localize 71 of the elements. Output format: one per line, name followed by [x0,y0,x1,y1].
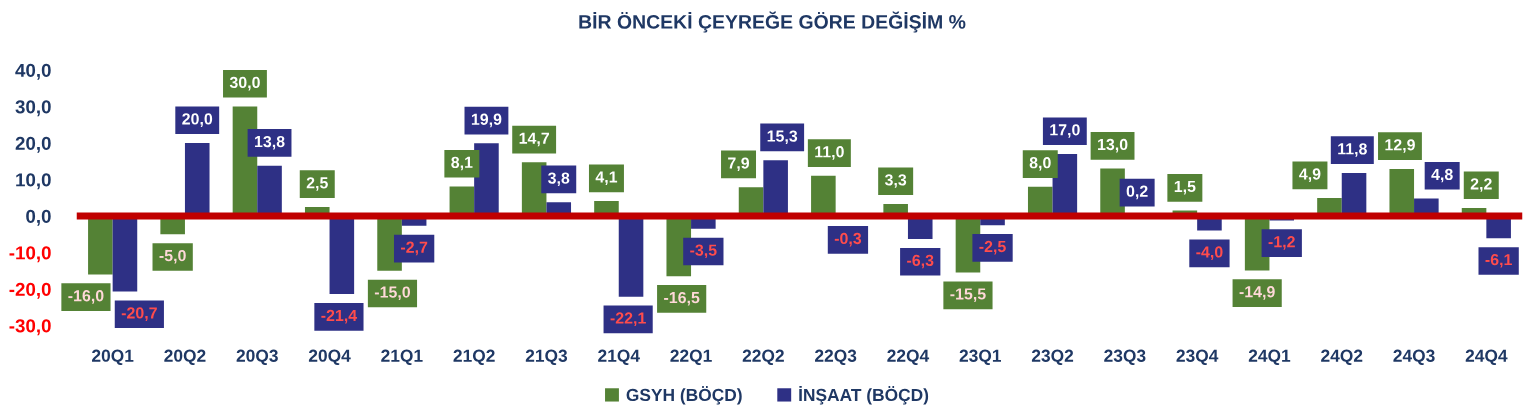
y-tick-label: -20,0 [9,282,51,299]
x-tick-label: 22Q3 [815,349,857,366]
y-tick-label: 0,0 [26,209,51,226]
data-label: 30,0 [229,76,260,91]
data-label: -0,3 [834,232,862,247]
y-tick-label: 10,0 [16,173,51,190]
data-label: -3,5 [690,244,717,259]
x-tick-label: 23Q1 [959,349,1001,366]
x-tick-label: 22Q1 [670,349,712,366]
data-label: 2,5 [306,177,328,191]
x-tick-label: 21Q3 [525,349,568,366]
x-tick-label: 23Q3 [1104,349,1146,366]
data-label: 4,8 [1431,168,1453,183]
x-tick-label: 21Q1 [381,349,423,366]
data-label: 2,2 [1470,178,1492,192]
data-label: 17,0 [1050,124,1080,138]
data-label: 11,8 [1338,143,1367,157]
legend-label: İNŞAAT (BÖÇD) [799,386,929,405]
x-tick-label: 23Q4 [1176,349,1219,366]
data-label: 4,9 [1299,168,1321,182]
data-label: -4,0 [1196,246,1223,260]
data-label: -1,2 [1268,236,1295,250]
legend-label: GSYH (BÖÇD) [626,386,742,405]
data-label: 13,0 [1098,138,1128,153]
data-label: -16,5 [664,291,700,306]
data-label: -2,7 [401,241,428,256]
x-tick-label: 22Q4 [887,349,930,366]
y-tick-label: 30,0 [15,100,51,117]
data-label: 11,0 [815,146,844,160]
data-label: 0,2 [1126,185,1148,200]
data-label: -16,0 [68,290,104,304]
data-label: 20,0 [182,113,213,127]
data-label: 1,5 [1174,180,1196,195]
chart-title: BİR ÖNCEKİ ÇEYREĞE GÖRE DEĞİŞİM % [579,11,966,33]
y-tick-label: -30,0 [9,319,51,336]
data-label: 3,3 [884,174,907,188]
data-label: 15,3 [767,130,798,145]
y-tick-label: 20,0 [15,136,51,153]
x-tick-label: 23Q2 [1031,349,1074,366]
data-label: -15,0 [374,286,411,301]
x-tick-label: 21Q2 [453,349,495,366]
x-tick-label: 20Q3 [236,349,278,366]
y-tick-label: 40,0 [15,63,51,80]
data-label: 4,1 [595,171,618,185]
x-tick-label: 24Q2 [1321,349,1363,366]
data-label: 13,8 [255,135,285,150]
x-tick-label: 20Q1 [92,349,134,366]
data-label: -22,1 [610,312,646,326]
data-label: -14,9 [1239,286,1275,300]
x-tick-label: 24Q3 [1393,349,1435,366]
data-label: 14,7 [519,132,549,147]
data-label: 8,1 [451,156,473,171]
data-label: -6,3 [907,254,934,269]
data-label: -15,5 [950,288,986,302]
x-tick-label: 22Q2 [742,349,784,366]
x-tick-label: 20Q2 [164,349,206,366]
data-label: 3,8 [548,172,570,187]
x-tick-label: 24Q4 [1465,349,1508,366]
data-label: -2,5 [979,240,1006,255]
x-tick-label: 21Q4 [598,349,640,366]
data-label: 12,9 [1385,139,1415,153]
data-label: -20,7 [121,307,157,321]
data-label: -6,1 [1485,253,1512,268]
data-label: 19,9 [471,113,502,128]
data-label: -5,0 [159,249,186,264]
x-tick-label: 24Q1 [1248,349,1291,366]
data-label: 8,0 [1029,157,1051,171]
x-tick-label: 20Q4 [308,349,351,366]
y-tick-label: -10,0 [9,246,51,263]
data-label: -21,4 [321,309,358,324]
data-label: 7,9 [728,157,750,172]
